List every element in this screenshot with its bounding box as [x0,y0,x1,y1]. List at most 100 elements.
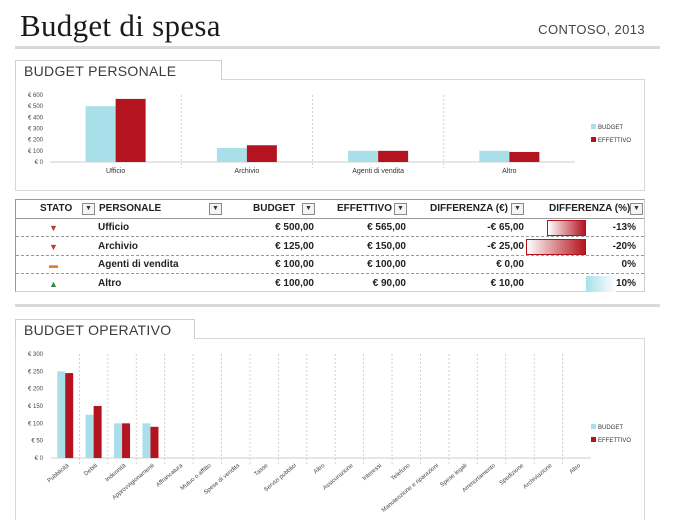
operative-budget-chart: € 0 € 50 € 100 € 150 € 200 € 250 € 300 Pubblici… [28,352,631,514]
cell-budget: € 100,00 [275,277,314,289]
filter-status-button[interactable]: ▼ [82,203,95,215]
section-divider [15,304,660,307]
x-tick-label: Altro [502,168,517,175]
filter-diff-amount-button[interactable]: ▼ [511,203,524,215]
x-tick-label: Ufficio [106,168,125,175]
cell-personal: Altro [98,277,122,289]
header-diff-percent: DIFFERENZA (%) [549,203,631,214]
y-tick-label: € 100 [28,149,44,155]
personal-budget-chart: € 0 € 100 € 200 € 300 € 400 € 500 € 600 Ufficio… [28,93,631,175]
bar-budget-1 [216,148,247,162]
legend-label-budget: BUDGET [598,425,623,431]
status-down-icon: ▼ [49,223,58,233]
filter-personal-button[interactable]: ▼ [209,203,222,215]
personal-budget-table: STATO ▼ PERSONALE ▼ BUDGET ▼ EFFETTIVO ▼… [15,199,645,292]
personal-section-tab: BUDGET PERSONALE [15,60,222,80]
legend-swatch-effettivo [591,137,596,142]
cell-diff-percent: -20% [612,240,636,252]
table-row: ▲ Altro € 100,00 € 90,00 € 10,00 10% [16,275,644,293]
header-status: STATO [40,203,73,214]
company-label: CONTOSO, 2013 [538,22,645,37]
y-tick-label: € 250 [28,369,44,375]
x-tick-label: Affrancatura [155,463,184,489]
x-tick-label: Pubblicità [47,463,71,485]
cell-diff-amount: -€ 25,00 [487,240,524,252]
x-tick-label: Spese legali [439,463,468,489]
y-tick-label: € 50 [31,439,43,445]
bar-effettivo-2 [378,150,409,162]
header-diff-amount: DIFFERENZA (€) [430,203,508,214]
table-header: STATO ▼ PERSONALE ▼ BUDGET ▼ EFFETTIVO ▼… [16,200,644,219]
y-tick-label: € 400 [28,115,44,121]
cell-diff-amount: -€ 65,00 [487,222,524,233]
y-tick-label: € 500 [28,104,44,110]
diff-percent-databar [586,275,616,292]
cell-personal: Archivio [98,240,139,252]
y-tick-label: € 150 [28,404,44,410]
bar-budget-0 [57,371,66,458]
status-up-icon: ▲ [49,278,58,289]
bar-effettivo-1 [246,145,277,162]
status-flat-icon: ▬ [49,260,58,270]
cell-actual: € 90,00 [372,277,406,289]
cell-actual: € 100,00 [367,259,406,270]
table-row: ▬ Agenti di vendita € 100,00 € 100,00 € 0,00… [16,256,644,274]
header-actual: EFFETTIVO [337,203,392,214]
y-tick-label: € 300 [28,127,44,133]
cell-budget: € 500,00 [275,222,314,233]
x-tick-label: Archiviazione [522,463,554,491]
x-tick-label: Altro [569,463,583,476]
legend-label-effettivo: EFFETTIVO [598,138,631,144]
x-tick-label: Manutenzione e riparazioni [381,463,440,514]
x-tick-label: Altro [313,463,327,476]
header-divider [15,46,660,49]
status-down-icon: ▼ [49,241,58,252]
legend-label-effettivo: EFFETTIVO [598,438,631,444]
x-tick-label: Interessi [362,463,383,482]
cell-diff-percent: 0% [621,259,636,270]
bar-effettivo-1 [93,406,102,458]
cell-actual: € 565,00 [367,222,406,233]
diff-percent-databar [547,220,586,236]
legend-swatch-effettivo [591,437,596,442]
cell-actual: € 150,00 [367,240,406,252]
bar-effettivo-3 [509,151,540,162]
cell-budget: € 100,00 [275,259,314,270]
y-tick-label: € 200 [28,387,44,393]
legend-swatch-budget [591,124,596,129]
y-tick-label: € 0 [35,456,44,462]
x-tick-label: Assicurazione [322,463,355,492]
filter-actual-button[interactable]: ▼ [394,203,407,215]
x-tick-label: Indennità [105,463,128,484]
y-tick-label: € 300 [28,352,44,358]
y-tick-label: € 0 [35,160,44,166]
page-title: Budget di spesa [20,8,221,43]
x-tick-label: Tasse [254,463,270,478]
x-tick-label: Telefono [390,463,412,483]
bar-effettivo-0 [115,98,146,162]
cell-diff-percent: 10% [615,277,636,289]
bar-budget-2 [348,150,379,162]
filter-diff-percent-button[interactable]: ▼ [630,203,643,215]
x-tick-label: Archivio [234,168,259,175]
header-personal: PERSONALE [99,203,162,214]
bar-budget-0 [85,106,116,162]
table-row: ▼ Archivio € 125,00 € 150,00 -€ 25,00 -20% [16,238,644,256]
bar-budget-1 [85,414,94,458]
cell-budget: € 125,00 [275,240,314,252]
y-tick-label: € 100 [28,421,44,427]
bar-effettivo-2 [122,423,131,458]
cell-personal: Agenti di vendita [98,259,179,270]
legend-label-budget: BUDGET [598,125,623,131]
filter-budget-button[interactable]: ▼ [302,203,315,215]
bar-effettivo-0 [65,373,74,458]
legend-swatch-budget [591,424,596,429]
header-budget: BUDGET [253,203,296,214]
x-tick-label: Spedizione [499,463,526,487]
y-tick-label: € 200 [28,138,44,144]
bar-budget-3 [479,150,510,162]
table-row: ▼ Ufficio € 500,00 € 565,00 -€ 65,00 -13% [16,219,644,237]
bar-effettivo-3 [150,426,159,458]
cell-diff-percent: -13% [612,222,636,233]
diff-percent-databar [526,238,586,255]
